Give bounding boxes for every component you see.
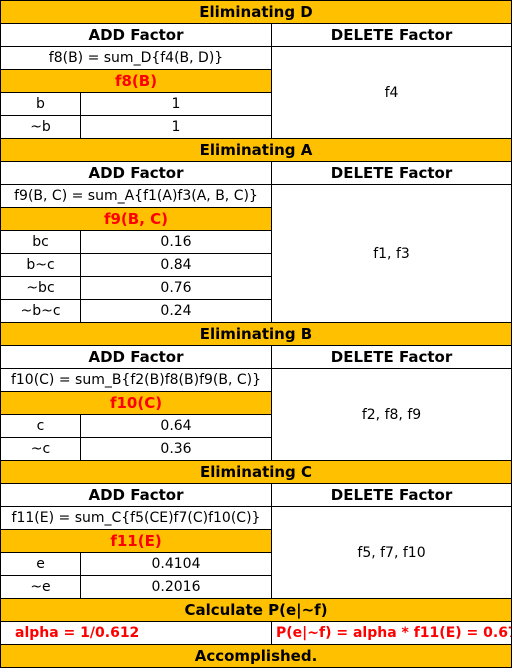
assignment-label: ~bc	[0, 276, 81, 300]
final-title-row: Calculate P(e|~f)	[0, 598, 512, 622]
table-row: ~e 0.2016	[0, 575, 512, 599]
table-row: b~c 0.84	[0, 253, 512, 277]
factor-name: f9(B, C)	[0, 207, 272, 231]
section-title-row: Eliminating A	[0, 138, 512, 162]
formula-row: f9(B, C) = sum_A{f1(A)f3(A, B, C)} f1, f3	[0, 184, 512, 323]
assignment-label: b~c	[0, 253, 81, 277]
factor-formula: f9(B, C) = sum_A{f1(A)f3(A, B, C)}	[0, 184, 272, 208]
section-title: Eliminating B	[0, 322, 512, 346]
section-title: Eliminating C	[0, 460, 512, 484]
add-factor-header: ADD Factor	[0, 23, 272, 47]
add-factor-header: ADD Factor	[0, 161, 272, 185]
factor-name-row: f10(C)	[0, 391, 512, 415]
factor-name-row: f11(E)	[0, 529, 512, 553]
add-factor-header: ADD Factor	[0, 345, 272, 369]
column-header-row: ADD Factor DELETE Factor	[0, 23, 512, 47]
table-row: ~b 1	[0, 115, 512, 139]
section-title-row: Eliminating B	[0, 322, 512, 346]
deleted-factors: f4	[270, 46, 512, 139]
alpha-value: alpha = 1/0.612	[0, 621, 272, 645]
status-text: Accomplished.	[0, 644, 512, 668]
assignment-label: c	[0, 414, 81, 438]
delete-factor-header: DELETE Factor	[270, 483, 512, 507]
factor-formula: f8(B) = sum_D{f4(B, D)}	[0, 46, 272, 70]
deleted-factors: f1, f3	[270, 184, 512, 323]
assignment-label: e	[0, 552, 81, 576]
factor-name: f10(C)	[0, 391, 272, 415]
factor-formula: f10(C) = sum_B{f2(B)f8(B)f9(B, C)}	[0, 368, 272, 392]
formula-row: f10(C) = sum_B{f2(B)f8(B)f9(B, C)} f2, f8…	[0, 368, 512, 461]
factor-formula: f11(E) = sum_C{f5(CE)f7(C)f10(C)}	[0, 506, 272, 530]
table-row: bc 0.16	[0, 230, 512, 254]
assignment-label: b	[0, 92, 81, 116]
probability-value: 0.24	[80, 299, 272, 323]
probability-value: 0.16	[80, 230, 272, 254]
table-row: ~b~c 0.24	[0, 299, 512, 323]
probability-value: 0.76	[80, 276, 272, 300]
column-header-row: ADD Factor DELETE Factor	[0, 161, 512, 185]
formula-row: f11(E) = sum_C{f5(CE)f7(C)f10(C)} f5, f7,…	[0, 506, 512, 599]
column-header-row: ADD Factor DELETE Factor	[0, 483, 512, 507]
probability-value: 0.36	[80, 437, 272, 461]
final-probability: P(e|~f) = alpha * f11(E) = 0.6706	[270, 621, 512, 645]
deleted-factors: f5, f7, f10	[270, 506, 512, 599]
delete-factor-header: DELETE Factor	[270, 23, 512, 47]
final-result-row: alpha = 1/0.612 P(e|~f) = alpha * f11(E) …	[0, 621, 512, 645]
factor-name-row: f8(B)	[0, 69, 512, 93]
final-title: Calculate P(e|~f)	[0, 598, 512, 622]
probability-value: 0.64	[80, 414, 272, 438]
probability-value: 1	[80, 92, 272, 116]
deleted-factors: f2, f8, f9	[270, 368, 512, 461]
add-factor-header: ADD Factor	[0, 483, 272, 507]
section-title-row: Eliminating C	[0, 460, 512, 484]
section-title: Eliminating A	[0, 138, 512, 162]
section-title: Eliminating D	[0, 0, 512, 24]
assignment-label: ~e	[0, 575, 81, 599]
assignment-label: ~b~c	[0, 299, 81, 323]
probability-value: 0.2016	[80, 575, 272, 599]
assignment-label: ~b	[0, 115, 81, 139]
delete-factor-header: DELETE Factor	[270, 345, 512, 369]
probability-value: 1	[80, 115, 272, 139]
probability-value: 0.84	[80, 253, 272, 277]
column-header-row: ADD Factor DELETE Factor	[0, 345, 512, 369]
assignment-label: ~c	[0, 437, 81, 461]
delete-factor-header: DELETE Factor	[270, 161, 512, 185]
formula-row: f8(B) = sum_D{f4(B, D)} f4	[0, 46, 512, 139]
assignment-label: bc	[0, 230, 81, 254]
section-title-row: Eliminating D	[0, 0, 512, 24]
factor-name: f11(E)	[0, 529, 272, 553]
factor-name: f8(B)	[0, 69, 272, 93]
status-row: Accomplished.	[0, 644, 512, 668]
probability-value: 0.4104	[80, 552, 272, 576]
